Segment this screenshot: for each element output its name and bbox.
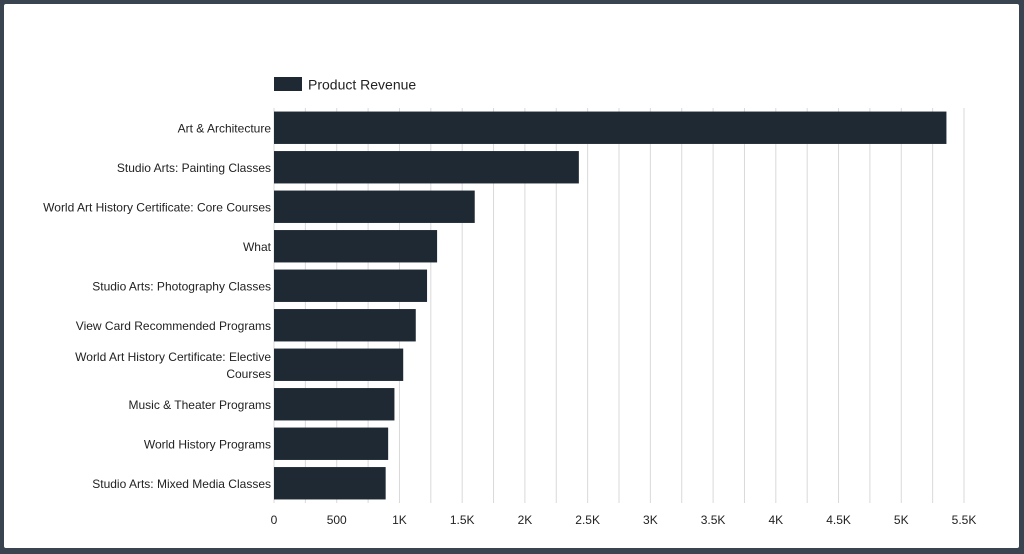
x-tick-label: 500 [327, 513, 347, 527]
bar[interactable] [274, 269, 428, 302]
category-label: Music & Theater Programs [129, 398, 272, 412]
x-tick-label: 4.5K [826, 513, 851, 527]
bar[interactable] [274, 151, 579, 184]
bar[interactable] [274, 230, 438, 263]
category-label: Studio Arts: Mixed Media Classes [92, 477, 271, 491]
x-axis-ticks: 0 500 1K 1.5K 2K 2.5K 3K 3.5K 4K 4.5K 5K 5.5K [271, 513, 977, 527]
category-label: Art & Architecture [178, 121, 272, 135]
category-label: World Art History Certificate: Elective C… [75, 350, 271, 381]
x-tick-label: 0 [271, 513, 278, 527]
legend-label: Product Revenue [308, 77, 416, 93]
category-label: Studio Arts: Photography Classes [92, 279, 271, 293]
category-label: What [243, 240, 272, 254]
x-tick-label: 1K [392, 513, 407, 527]
x-tick-label: 2.5K [575, 513, 600, 527]
bar[interactable] [274, 111, 947, 144]
category-label: World History Programs [144, 437, 271, 451]
category-label: View Card Recommended Programs [76, 319, 271, 333]
bar[interactable] [274, 309, 416, 342]
legend-swatch [274, 77, 302, 91]
bars [274, 111, 947, 500]
x-tick-label: 4K [768, 513, 783, 527]
bar[interactable] [274, 348, 404, 381]
chart-card [4, 4, 1019, 548]
bar[interactable] [274, 388, 395, 421]
bar[interactable] [274, 427, 389, 460]
x-tick-label: 3K [643, 513, 658, 527]
bar[interactable] [274, 467, 386, 500]
category-labels: Art & Architecture Studio Arts: Painting … [43, 121, 272, 491]
bar[interactable] [274, 190, 475, 223]
category-label: World Art History Certificate: Core Cour… [43, 200, 271, 214]
legend[interactable]: Product Revenue [274, 77, 416, 93]
x-tick-label: 1.5K [450, 513, 475, 527]
x-tick-label: 2K [518, 513, 533, 527]
x-tick-label: 3.5K [701, 513, 726, 527]
x-tick-label: 5.5K [952, 513, 977, 527]
x-tick-label: 5K [894, 513, 909, 527]
category-label: Studio Arts: Painting Classes [117, 161, 271, 175]
